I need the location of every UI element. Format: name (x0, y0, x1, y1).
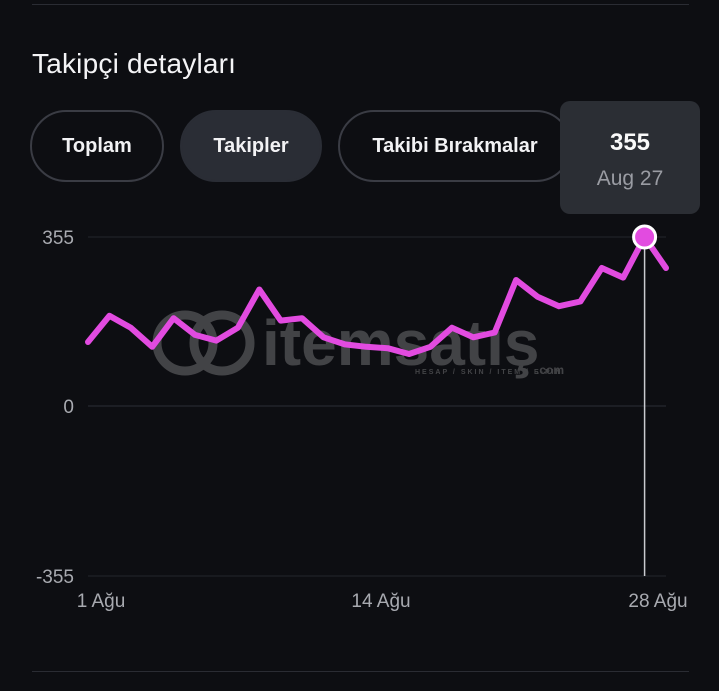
filter-tabs: Toplam Takipler Takibi Bırakmalar (30, 110, 572, 182)
series-line[interactable] (85, 234, 669, 357)
watermark-brand: itemsatış (262, 307, 539, 379)
watermark-suffix: .com (536, 363, 564, 377)
x-tick-label-mid: 14 Ağu (351, 591, 410, 612)
top-divider (32, 4, 689, 5)
y-tick-label-zero: 0 (63, 397, 74, 418)
watermark-tagline: HESAP / SKIN / ITEM / E-PIN (415, 369, 563, 376)
x-tick-label-start: 1 Ağu (77, 591, 126, 612)
tooltip-date: Aug 27 (596, 167, 664, 190)
bottom-divider (32, 671, 689, 672)
watermark: itemsatış HESAP / SKIN / ITEM / E-PIN .c… (152, 307, 564, 379)
tab-takibi-birakmalar-label: Takibi Bırakmalar (372, 134, 538, 157)
tooltip-value: 355 (609, 129, 651, 156)
y-tick-label-bottom: -355 (36, 567, 74, 588)
y-tick-label-top: 355 (42, 228, 74, 249)
tab-takipler-label: Takipler (213, 134, 289, 157)
section-title: Takipçi detayları (32, 48, 237, 79)
tab-takipler[interactable]: Takipler (180, 110, 322, 182)
highlight-point-marker[interactable] (632, 224, 658, 250)
x-tick-label-end: 28 Ağu (628, 591, 687, 612)
tab-toplam-label: Toplam (62, 134, 132, 157)
hover-tooltip: 355 Aug 27 (560, 101, 700, 214)
tab-toplam[interactable]: Toplam (30, 110, 164, 182)
